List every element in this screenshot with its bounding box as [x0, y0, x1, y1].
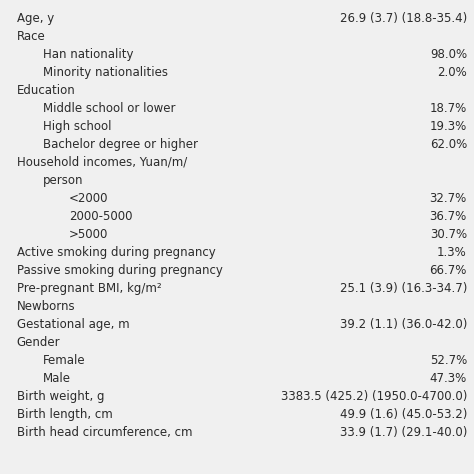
Text: Female: Female — [43, 354, 85, 367]
Text: Household incomes, Yuan/m/: Household incomes, Yuan/m/ — [17, 156, 187, 169]
Text: Gender: Gender — [17, 336, 60, 349]
Text: 98.0%: 98.0% — [430, 48, 467, 61]
Text: 2000-5000: 2000-5000 — [69, 210, 132, 223]
Text: Pre-pregnant BMI, kg/m²: Pre-pregnant BMI, kg/m² — [17, 282, 161, 295]
Text: 47.3%: 47.3% — [429, 372, 467, 385]
Text: Gestational age, m: Gestational age, m — [17, 318, 129, 331]
Text: Newborns: Newborns — [17, 300, 75, 313]
Text: Passive smoking during pregnancy: Passive smoking during pregnancy — [17, 264, 222, 277]
Text: Active smoking during pregnancy: Active smoking during pregnancy — [17, 246, 215, 259]
Text: 19.3%: 19.3% — [429, 120, 467, 133]
Text: Birth head circumference, cm: Birth head circumference, cm — [17, 426, 192, 439]
Text: Middle school or lower: Middle school or lower — [43, 102, 175, 115]
Text: person: person — [43, 174, 83, 187]
Text: 26.9 (3.7) (18.8-35.4): 26.9 (3.7) (18.8-35.4) — [340, 12, 467, 25]
Text: 52.7%: 52.7% — [429, 354, 467, 367]
Text: Age, y: Age, y — [17, 12, 54, 25]
Text: 3383.5 (425.2) (1950.0-4700.0): 3383.5 (425.2) (1950.0-4700.0) — [281, 390, 467, 403]
Text: Minority nationalities: Minority nationalities — [43, 66, 168, 79]
Text: 1.3%: 1.3% — [437, 246, 467, 259]
Text: 30.7%: 30.7% — [430, 228, 467, 241]
Text: Han nationality: Han nationality — [43, 48, 133, 61]
Text: 39.2 (1.1) (36.0-42.0): 39.2 (1.1) (36.0-42.0) — [339, 318, 467, 331]
Text: 18.7%: 18.7% — [429, 102, 467, 115]
Text: 66.7%: 66.7% — [429, 264, 467, 277]
Text: Race: Race — [17, 30, 46, 43]
Text: 33.9 (1.7) (29.1-40.0): 33.9 (1.7) (29.1-40.0) — [339, 426, 467, 439]
Text: Education: Education — [17, 84, 75, 97]
Text: Birth weight, g: Birth weight, g — [17, 390, 104, 403]
Text: >5000: >5000 — [69, 228, 108, 241]
Text: <2000: <2000 — [69, 192, 108, 205]
Text: 62.0%: 62.0% — [429, 138, 467, 151]
Text: Birth length, cm: Birth length, cm — [17, 408, 112, 421]
Text: 2.0%: 2.0% — [437, 66, 467, 79]
Text: 49.9 (1.6) (45.0-53.2): 49.9 (1.6) (45.0-53.2) — [339, 408, 467, 421]
Text: 36.7%: 36.7% — [429, 210, 467, 223]
Text: Bachelor degree or higher: Bachelor degree or higher — [43, 138, 198, 151]
Text: 32.7%: 32.7% — [429, 192, 467, 205]
Text: 25.1 (3.9) (16.3-34.7): 25.1 (3.9) (16.3-34.7) — [339, 282, 467, 295]
Text: Male: Male — [43, 372, 71, 385]
Text: High school: High school — [43, 120, 111, 133]
